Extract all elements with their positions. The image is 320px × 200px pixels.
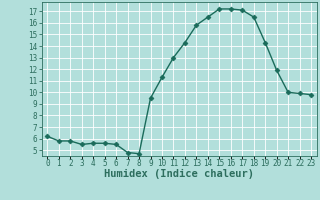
X-axis label: Humidex (Indice chaleur): Humidex (Indice chaleur) [104,169,254,179]
